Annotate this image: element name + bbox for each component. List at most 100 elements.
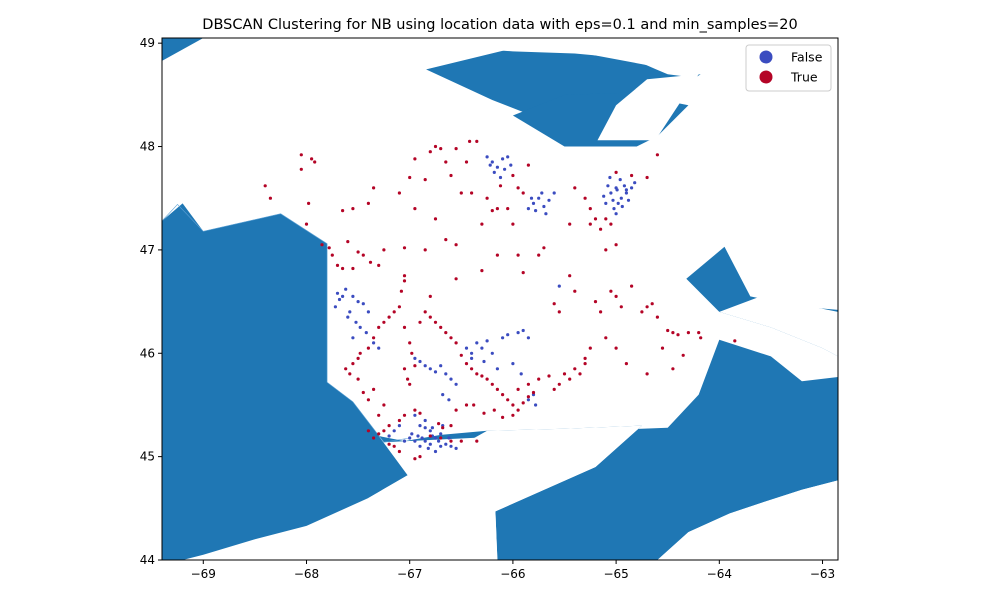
data-point: [495, 253, 499, 257]
data-point: [361, 302, 365, 306]
data-point: [399, 289, 403, 293]
data-point: [348, 372, 352, 376]
data-point: [408, 382, 412, 386]
data-point: [335, 263, 340, 267]
data-point: [681, 353, 685, 357]
points-layer: [263, 139, 737, 461]
water-region: [162, 38, 668, 178]
data-point: [428, 315, 432, 319]
data-point: [506, 333, 510, 337]
data-point: [413, 439, 417, 443]
data-point: [437, 439, 441, 443]
data-point: [593, 300, 598, 304]
data-point: [402, 274, 407, 278]
data-point: [418, 320, 422, 324]
data-point: [519, 372, 523, 376]
data-point: [459, 191, 463, 195]
data-point: [413, 157, 417, 161]
data-point: [516, 331, 520, 335]
data-point: [410, 432, 414, 436]
data-point: [449, 377, 453, 381]
data-point: [650, 302, 654, 306]
data-point: [364, 331, 368, 335]
data-point: [609, 289, 613, 293]
x-tick-label: −67: [397, 567, 422, 581]
data-point: [366, 429, 370, 433]
data-point: [604, 201, 608, 205]
data-point: [449, 173, 453, 178]
data-point: [475, 341, 479, 345]
data-point: [495, 207, 499, 211]
data-point: [430, 426, 434, 430]
data-point: [475, 139, 479, 143]
data-point: [408, 341, 412, 345]
data-point: [470, 356, 474, 360]
data-point: [418, 424, 422, 428]
data-point: [423, 364, 427, 368]
map-layer: [162, 38, 838, 560]
data-point: [495, 367, 499, 371]
data-point: [320, 243, 324, 247]
data-point: [454, 446, 458, 450]
data-point: [428, 442, 432, 446]
data-point: [361, 390, 365, 395]
series-false: [333, 155, 637, 454]
data-point: [521, 401, 525, 405]
data-point: [475, 439, 479, 443]
data-point: [377, 432, 381, 436]
data-point: [454, 382, 458, 386]
data-point: [454, 243, 458, 247]
data-point: [397, 449, 401, 454]
data-point: [490, 351, 494, 355]
data-point: [444, 331, 448, 335]
data-point: [521, 191, 525, 195]
data-point: [372, 341, 376, 345]
data-point: [557, 382, 561, 386]
data-point: [485, 339, 489, 343]
data-point: [492, 408, 496, 412]
data-point: [526, 398, 531, 402]
data-point: [418, 359, 422, 364]
data-point: [470, 191, 474, 195]
data-point: [426, 446, 430, 450]
data-point: [337, 297, 342, 302]
data-point: [495, 165, 499, 169]
data-point: [521, 271, 525, 275]
data-point: [593, 217, 598, 221]
x-tick-label: −66: [500, 567, 525, 581]
data-point: [511, 403, 515, 407]
data-point: [439, 432, 443, 436]
data-point: [449, 424, 453, 428]
data-point: [418, 411, 422, 415]
data-point: [645, 175, 649, 180]
data-point: [335, 291, 340, 295]
data-point: [420, 436, 424, 440]
data-point: [356, 300, 360, 304]
data-point: [733, 339, 737, 343]
axes-layer: −69 −68 −67 −66 −65 −64 −63 44 45 46 47 48 49: [140, 36, 839, 581]
data-point: [413, 207, 417, 211]
province-border: [162, 203, 410, 443]
data-point: [480, 374, 484, 378]
legend: False True: [745, 44, 832, 92]
data-point: [506, 398, 510, 402]
data-point: [573, 289, 577, 293]
data-point: [418, 444, 422, 448]
data-point: [341, 294, 345, 298]
data-point: [439, 325, 443, 329]
data-point: [624, 362, 629, 366]
data-point: [542, 246, 546, 250]
data-point: [377, 325, 381, 329]
data-point: [482, 359, 486, 364]
data-point: [356, 377, 360, 381]
data-point: [433, 217, 438, 221]
data-point: [583, 356, 587, 360]
data-point: [397, 305, 401, 309]
data-point: [402, 439, 407, 443]
data-point: [382, 320, 386, 324]
data-point: [501, 336, 505, 340]
data-point: [387, 315, 391, 319]
data-point: [490, 209, 494, 213]
data-point: [372, 336, 376, 340]
